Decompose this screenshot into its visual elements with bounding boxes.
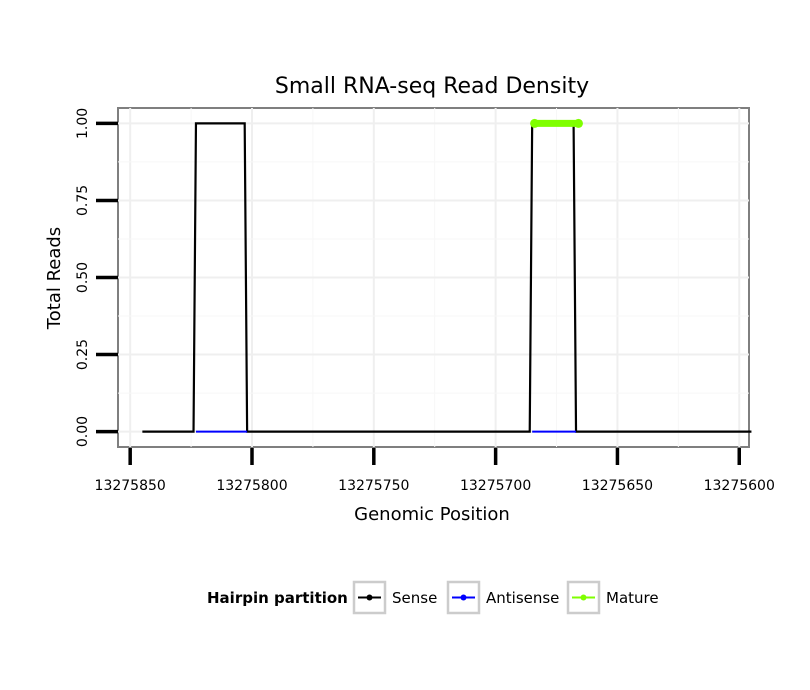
legend-label-sense: Sense xyxy=(392,589,437,607)
legend-dot-sense xyxy=(366,594,373,601)
y-axis-tick-label: 0.00 xyxy=(75,416,91,447)
y-axis-tick-label: 0.25 xyxy=(75,339,91,370)
series-mature-point xyxy=(573,118,583,128)
y-axis-tick-label: 1.00 xyxy=(75,108,91,139)
x-axis-tick-label: 13275650 xyxy=(582,478,653,494)
legend-dot-mature xyxy=(580,594,587,601)
y-axis-tick-label: 0.50 xyxy=(75,262,91,293)
series-layer xyxy=(142,118,752,433)
x-axis-tick-label: 13275800 xyxy=(216,478,287,494)
x-axis: 13275850 13275800 13275750 13275700 13275650… xyxy=(95,448,775,494)
x-axis-tick-label: 13275750 xyxy=(338,478,409,494)
chart-title: Small RNA-seq Read Density xyxy=(275,74,589,99)
legend-item-sense: Sense xyxy=(352,580,437,615)
legend-label-antisense: Antisense xyxy=(486,589,559,607)
y-axis-tick-label: 0.75 xyxy=(75,185,91,216)
x-axis-tick-label: 13275850 xyxy=(95,478,166,494)
grid-minor-y xyxy=(118,161,749,394)
x-axis-tick-label: 13275700 xyxy=(460,478,531,494)
y-axis-title: Total Reads xyxy=(44,227,65,330)
legend-dot-antisense xyxy=(460,594,467,601)
legend-title: Hairpin partition xyxy=(207,589,348,607)
series-sense-line xyxy=(142,122,752,433)
x-axis-tick-label: 13275600 xyxy=(704,478,775,494)
y-axis: 0.00 0.25 0.50 0.75 1.00 xyxy=(75,108,118,447)
x-axis-title: Genomic Position xyxy=(354,504,510,525)
legend: Hairpin partition Sense Antisense Mature xyxy=(207,580,659,615)
legend-label-mature: Mature xyxy=(606,589,659,607)
legend-item-antisense: Antisense xyxy=(446,580,559,615)
series-mature-point xyxy=(530,118,540,128)
legend-item-mature: Mature xyxy=(566,580,659,615)
